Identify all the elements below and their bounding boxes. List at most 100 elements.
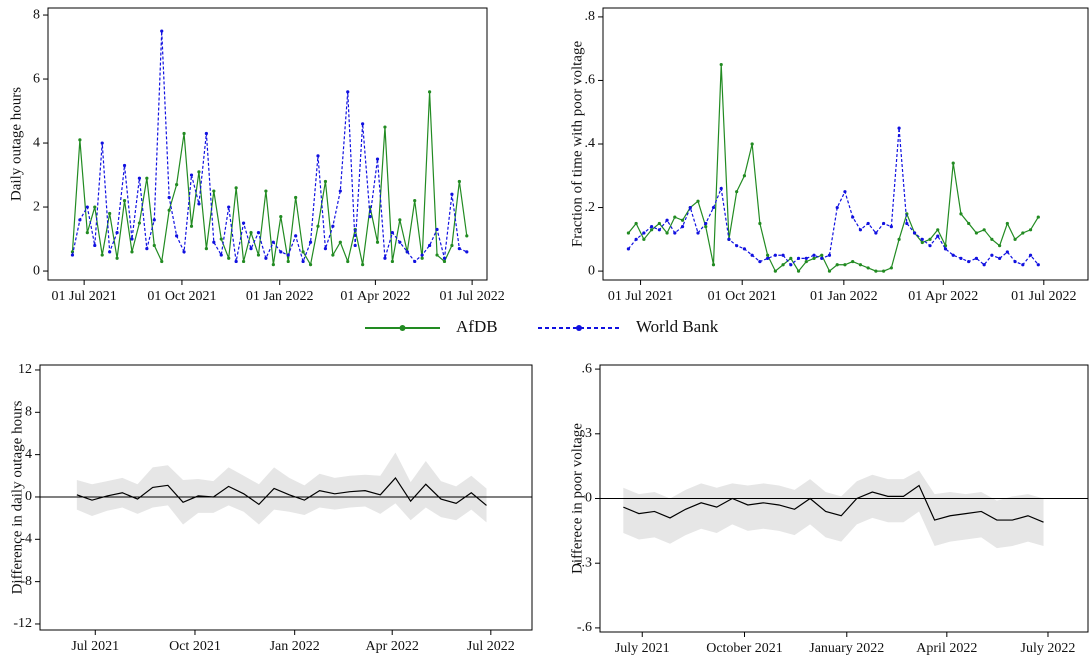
point — [696, 199, 700, 203]
point — [204, 247, 208, 251]
point — [998, 256, 1002, 260]
point — [1028, 253, 1033, 257]
y-tick-label: 6 — [33, 71, 40, 86]
point — [435, 227, 439, 232]
y-axis-title: Daily outage hours — [8, 87, 24, 201]
point — [346, 90, 350, 94]
point — [375, 157, 380, 161]
series-line — [71, 91, 468, 267]
point — [851, 259, 855, 264]
point — [634, 237, 638, 241]
point — [889, 266, 893, 270]
point — [626, 231, 631, 235]
point — [256, 253, 261, 257]
point — [843, 190, 847, 194]
point — [420, 256, 424, 260]
y-tick-label: 12 — [18, 362, 32, 377]
x-tick-label: 01 Jul 2022 — [439, 289, 504, 304]
y-tick-label: 0 — [585, 491, 592, 506]
point — [812, 256, 816, 260]
point — [279, 215, 283, 219]
point — [959, 256, 963, 260]
x-tick-label: 01 Apr 2022 — [908, 289, 978, 304]
series-line — [71, 31, 468, 264]
point — [279, 250, 283, 254]
x-tick-label: 01 Jul 2021 — [51, 289, 116, 304]
x-tick-label: April 2022 — [916, 641, 977, 656]
plot-frame — [599, 364, 1089, 633]
point — [219, 237, 223, 241]
point — [137, 221, 142, 225]
point — [827, 269, 832, 273]
x-tick-label: October 2021 — [706, 641, 783, 656]
point — [108, 211, 112, 216]
point — [858, 263, 863, 267]
plot-frame — [39, 364, 533, 631]
x-tick-label: Jan 2022 — [270, 639, 320, 654]
point — [967, 221, 971, 226]
point — [626, 247, 631, 251]
point — [346, 259, 350, 264]
point — [851, 215, 855, 219]
point — [974, 231, 979, 235]
point — [766, 256, 770, 260]
point — [413, 259, 417, 264]
point — [286, 253, 290, 257]
point — [301, 250, 305, 254]
x-tick-label: 01 Jan 2022 — [810, 289, 878, 304]
point — [465, 234, 469, 238]
point — [882, 221, 886, 226]
point — [450, 243, 454, 248]
y-tick-label: 4 — [25, 447, 32, 462]
point — [428, 90, 432, 94]
y-tick-label: .2 — [585, 200, 596, 215]
plot-frame — [47, 7, 488, 281]
point — [711, 263, 716, 267]
point — [405, 250, 409, 254]
point — [905, 221, 909, 226]
point — [820, 253, 824, 257]
point — [249, 247, 253, 251]
point — [323, 179, 328, 184]
point — [951, 161, 955, 165]
point — [256, 231, 261, 235]
point — [271, 263, 275, 267]
point — [212, 189, 216, 193]
point — [781, 253, 785, 257]
point — [928, 237, 932, 241]
point — [301, 259, 305, 264]
x-tick-label: 01 Jul 2021 — [608, 289, 673, 304]
point — [78, 138, 82, 142]
point — [642, 237, 646, 241]
point — [122, 163, 127, 168]
point — [789, 263, 793, 267]
point — [827, 253, 832, 257]
x-tick-label: 01 Oct 2021 — [708, 289, 777, 304]
point — [398, 240, 402, 244]
point — [820, 256, 824, 260]
confidence-band — [76, 452, 487, 525]
point — [998, 244, 1002, 248]
point — [435, 253, 439, 257]
point — [189, 173, 194, 177]
point — [249, 231, 253, 235]
point — [704, 221, 708, 226]
point — [974, 256, 979, 260]
point — [398, 218, 402, 222]
y-tick-label: -12 — [13, 616, 32, 631]
y-axis-title: Fraction of time with poor voltage — [569, 41, 585, 248]
point — [982, 263, 986, 267]
point — [78, 218, 82, 222]
point — [1036, 263, 1040, 267]
point — [465, 250, 469, 254]
point — [457, 179, 461, 184]
point — [673, 231, 677, 235]
y-tick-label: .6 — [582, 361, 593, 376]
point — [85, 205, 89, 209]
point — [758, 259, 762, 264]
y-tick-label: .3 — [582, 426, 593, 441]
point — [227, 256, 231, 260]
point — [331, 253, 335, 257]
point — [70, 253, 75, 257]
